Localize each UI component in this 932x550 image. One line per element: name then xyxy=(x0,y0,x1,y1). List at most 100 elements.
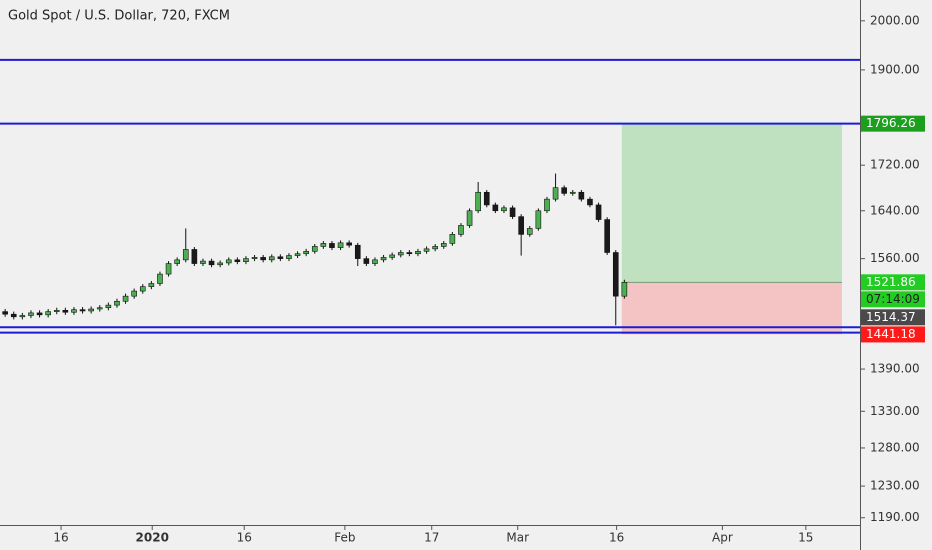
last-price-tag-label: 1514.37 xyxy=(866,310,916,324)
candle-body xyxy=(114,300,120,306)
stop-tag-label: 1441.18 xyxy=(866,327,916,341)
candle-body xyxy=(71,309,77,313)
candle-body xyxy=(105,304,112,309)
x-tick-label: 16 xyxy=(53,531,68,545)
candle-body xyxy=(569,191,576,194)
candle-body xyxy=(440,243,447,247)
y-tick-label: 1390.00 xyxy=(870,362,920,376)
stop-tag: 1441.18 xyxy=(861,326,925,343)
candle-body xyxy=(200,260,206,264)
x-tick-label: 16 xyxy=(237,531,252,545)
y-tick-label: 2000.00 xyxy=(870,13,920,27)
candle-body xyxy=(79,309,86,312)
candle-body xyxy=(466,210,473,226)
candle-body xyxy=(449,234,456,244)
candle-body xyxy=(36,312,43,316)
candle-body xyxy=(10,313,17,318)
candle-body xyxy=(509,207,516,217)
candle-body xyxy=(389,254,395,258)
candle-body xyxy=(578,191,585,200)
candle-body xyxy=(182,249,189,261)
x-tick-label: 15 xyxy=(798,531,813,545)
candle-body xyxy=(415,250,421,255)
y-tick-label: 1640.00 xyxy=(870,203,920,217)
y-tick-label: 1900.00 xyxy=(870,62,920,76)
candle-body xyxy=(96,307,103,310)
stop-zone xyxy=(621,282,842,335)
candle-body xyxy=(526,228,533,235)
candle-body xyxy=(561,187,567,194)
candle-body xyxy=(406,252,413,255)
last-price-tag: 1514.37 xyxy=(861,309,925,326)
candle-body xyxy=(286,255,292,259)
countdown-bg xyxy=(861,291,925,308)
target-zone xyxy=(621,123,842,283)
candle-body xyxy=(225,259,232,264)
countdown-tag: 07:14:09 xyxy=(861,291,925,308)
last-price-tag-bg xyxy=(861,309,925,326)
candle-body xyxy=(492,204,499,212)
y-tick-label: 1230.00 xyxy=(870,479,920,493)
candle-body xyxy=(337,242,344,248)
stop-tag-bg xyxy=(861,326,925,343)
candle-body xyxy=(346,242,352,246)
candle-body xyxy=(122,295,129,302)
candle-body xyxy=(518,216,524,235)
candle-body xyxy=(303,250,309,255)
candle-body xyxy=(354,244,361,259)
candle-body xyxy=(217,262,223,266)
target-tag-bg xyxy=(861,115,925,132)
entry-tag-bg xyxy=(861,274,925,291)
candle-body xyxy=(148,283,155,287)
y-tick-label: 1330.00 xyxy=(870,404,920,418)
candle-body xyxy=(294,253,301,256)
candle-body xyxy=(157,273,163,284)
x-tick-label: Feb xyxy=(334,531,355,545)
candle-body xyxy=(53,310,60,312)
candle-body xyxy=(483,191,490,206)
candle-body xyxy=(621,282,628,297)
candle-body xyxy=(191,249,198,264)
candle-body xyxy=(139,286,146,292)
candle-body xyxy=(612,252,619,297)
y-tick-label: 1720.00 xyxy=(870,158,920,172)
candle-body xyxy=(423,248,430,252)
entry-tag: 1521.86 xyxy=(861,274,925,291)
candle-body xyxy=(62,310,69,313)
candle-body xyxy=(277,256,284,259)
candle-body xyxy=(88,308,94,312)
candle-body xyxy=(131,290,137,297)
candle-body xyxy=(268,256,275,261)
candle-body xyxy=(604,219,610,253)
candle-body xyxy=(552,187,559,200)
entry-tag-label: 1521.86 xyxy=(866,275,916,289)
candle-body xyxy=(535,210,542,229)
plot-area xyxy=(0,58,860,335)
chart-title: Gold Spot / U.S. Dollar, 720, FXCM xyxy=(8,9,230,24)
y-tick-label: 1560.00 xyxy=(870,251,920,265)
candle-body xyxy=(2,311,8,315)
candle-body xyxy=(372,259,378,264)
candle-body xyxy=(243,258,249,262)
candle-body xyxy=(501,207,507,212)
candle-body xyxy=(363,258,370,264)
candle-body xyxy=(234,259,241,262)
candle-body xyxy=(595,204,602,220)
candle-body xyxy=(380,257,387,261)
x-tick-label: 17 xyxy=(424,531,439,545)
candle-body xyxy=(544,198,550,212)
candle-body xyxy=(260,257,266,261)
candle-body xyxy=(432,246,438,250)
candle-body xyxy=(311,246,318,252)
candle-body xyxy=(587,198,593,206)
candle-body xyxy=(45,311,51,316)
x-tick-label: Apr xyxy=(712,531,733,545)
candle-body xyxy=(165,263,172,275)
candle-body xyxy=(28,312,34,316)
target-tag-label: 1796.26 xyxy=(866,116,916,130)
candle-body xyxy=(208,260,215,266)
x-tick-label: 16 xyxy=(609,531,624,545)
candle-body xyxy=(458,225,464,235)
x-tick-label: 2020 xyxy=(136,531,169,545)
